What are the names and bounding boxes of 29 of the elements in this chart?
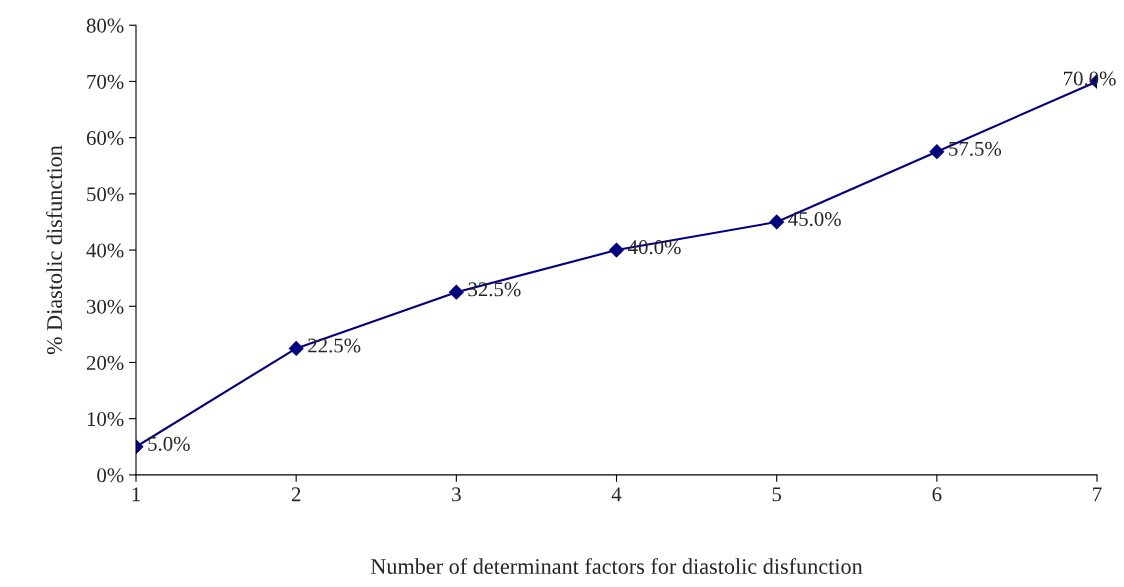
y-tick-label: 30% xyxy=(87,299,124,314)
y-tick-label: 40% xyxy=(86,243,124,258)
x-tick-label: 7 xyxy=(1093,487,1102,502)
point xyxy=(448,284,464,300)
y-tick-label: 60% xyxy=(86,131,124,146)
data-label: 5.0% xyxy=(148,436,190,451)
y-axis-title: % Diastolic disfunction xyxy=(46,145,63,355)
data-label: 22.5% xyxy=(308,338,361,353)
point xyxy=(769,214,785,230)
point xyxy=(609,242,624,258)
y-tick-label: 80% xyxy=(86,18,124,33)
data-label: 32.5% xyxy=(468,282,521,297)
x-axis-title: Number of determinant factors for diastolic disfunction xyxy=(370,558,863,574)
x-tick-label: 2 xyxy=(291,487,301,502)
y-tick-label: 70% xyxy=(87,74,124,89)
x-tick-label: 6 xyxy=(932,487,942,502)
y-tick-label: 50% xyxy=(87,187,124,202)
data-label: 57.5% xyxy=(949,141,1002,156)
point xyxy=(288,341,304,356)
y-tick-label: 10% xyxy=(87,412,124,427)
point xyxy=(929,144,945,160)
x-tick-label: 1 xyxy=(132,487,140,502)
x-tick-label: 3 xyxy=(452,487,461,502)
x-tick-label: 5 xyxy=(772,487,782,502)
y-tick-label: 20% xyxy=(86,355,124,370)
data-label: 40.0% xyxy=(628,240,681,255)
x-tick-label: 4 xyxy=(611,487,622,502)
y-tick-label: 0% xyxy=(97,468,124,483)
data-label: 45.0% xyxy=(788,212,841,227)
